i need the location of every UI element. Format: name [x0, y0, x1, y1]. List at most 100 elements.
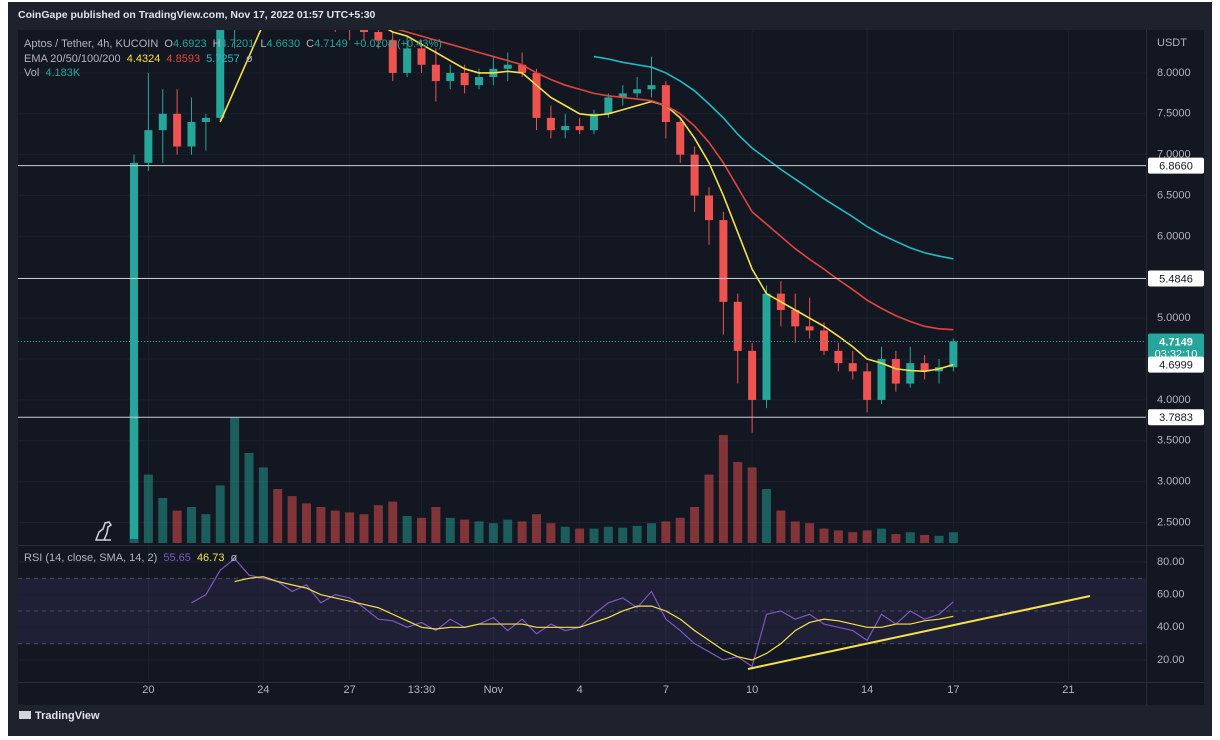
volume-bar [172, 510, 182, 543]
volume-bar [359, 514, 369, 543]
volume-bar [431, 507, 441, 543]
volume-bar [934, 535, 944, 543]
level-label: 6.8660 [1159, 161, 1193, 173]
volume-bar [819, 528, 829, 543]
x-tick-label: 20 [142, 684, 154, 696]
volume-bar [589, 528, 599, 543]
y-tick-label: 5.0000 [1157, 312, 1191, 324]
candle-body [719, 220, 728, 302]
volume-bar [503, 519, 513, 543]
ema-price-box [1148, 356, 1204, 373]
y-tick-label: 7.0000 [1157, 149, 1191, 161]
ohlc-label: L [260, 38, 266, 50]
legend-ohlc: Aptos / Tether, 4h, KUCOIN O4.6923 H4.72… [24, 38, 442, 50]
volume-bar [517, 521, 527, 543]
candle-body [834, 350, 843, 364]
volume-bar [201, 514, 211, 543]
volume-bar [891, 534, 901, 543]
volume-label: Vol [24, 67, 39, 79]
volume-bar [776, 510, 786, 543]
ema-price-label: 4.6999 [1159, 359, 1193, 371]
candle-body [460, 72, 469, 86]
candle-body [590, 113, 598, 131]
ohlc-value: 4.6923 [173, 38, 207, 50]
candle-body [173, 113, 182, 147]
y-tick-label: 6.5000 [1157, 189, 1191, 201]
candle-body [144, 130, 153, 163]
rsi-tick-label: 40.00 [1157, 621, 1185, 633]
candle-body [158, 113, 167, 131]
grid [18, 30, 1146, 680]
candle-body [374, 32, 383, 41]
y-tick-label: 3.0000 [1157, 476, 1191, 488]
x-tick-label: 21 [1062, 684, 1074, 696]
volume-bar [532, 514, 541, 543]
level-label: 5.4846 [1159, 273, 1193, 285]
ohlc-value: 4.6630 [266, 38, 300, 50]
candle-body [532, 72, 541, 118]
candle-body [805, 326, 814, 331]
candle-body [130, 162, 138, 539]
ema-line [219, 30, 954, 373]
candle-body [820, 330, 828, 351]
volume-bar [546, 523, 556, 543]
volume-bar [862, 530, 872, 543]
volume-value: 4.183K [45, 67, 81, 79]
volume-bar [302, 503, 311, 543]
volume-bar [603, 526, 613, 543]
volume-bar [244, 453, 254, 543]
ema-line [397, 30, 954, 331]
volume-bar [417, 517, 426, 543]
candle-body [546, 117, 555, 131]
volume-bar [877, 528, 886, 543]
volume-bar [675, 517, 685, 543]
volume-bar [948, 532, 958, 543]
rsi-sma-value: 46.73 [197, 552, 225, 564]
ohlc-label: O [164, 38, 173, 50]
rsi-sma-line [234, 576, 954, 661]
volume-bar [402, 516, 412, 543]
volume-bar [805, 523, 815, 543]
volume-bar [690, 507, 700, 543]
ohlc-value: 4.7149 [314, 38, 348, 50]
candle-body [762, 293, 771, 400]
last-price-box [1148, 333, 1204, 363]
price-unit: USDT [1157, 37, 1187, 49]
candle-body [561, 126, 570, 131]
change: +0.0204 (+0.43%) [354, 38, 442, 50]
candle-body [388, 40, 397, 73]
volume-bar [158, 498, 168, 543]
candle-body [949, 341, 958, 368]
volume-bar [833, 530, 843, 543]
x-tick-label: 4 [577, 684, 583, 696]
x-tick-label: Nov [484, 684, 504, 696]
candle-body [187, 121, 196, 147]
volume-bar [747, 467, 757, 543]
rsi-band [18, 578, 1146, 644]
candle-body [748, 350, 757, 400]
candle-body [863, 371, 872, 400]
volume-bar [718, 435, 728, 543]
candle-body [633, 89, 642, 94]
level-box [1148, 409, 1204, 426]
footer-brand: TradingView [35, 710, 100, 722]
volume-bar [187, 507, 196, 543]
candle-body [877, 359, 886, 400]
ema-label: EMA 20/50/100/200 [24, 53, 121, 65]
volume-bar [488, 523, 498, 543]
footer-logo: TradingView [19, 710, 100, 722]
volume-bar [661, 521, 671, 543]
y-tick-label: 8.0000 [1157, 67, 1191, 79]
legend-rsi: RSI (14, close, SMA, 14, 2) 55.65 46.73 … [24, 552, 238, 564]
level-label: 3.7883 [1159, 412, 1193, 424]
candle-body [446, 72, 455, 82]
candle-body [676, 121, 685, 155]
volume-bar [474, 521, 484, 543]
candle-body [618, 93, 627, 98]
candle-body [647, 85, 656, 90]
volume-bar [762, 489, 771, 543]
rsi-line [191, 557, 954, 668]
volume-bar [273, 489, 283, 543]
rsi-layer [191, 557, 954, 668]
x-tick-label: 14 [861, 684, 873, 696]
